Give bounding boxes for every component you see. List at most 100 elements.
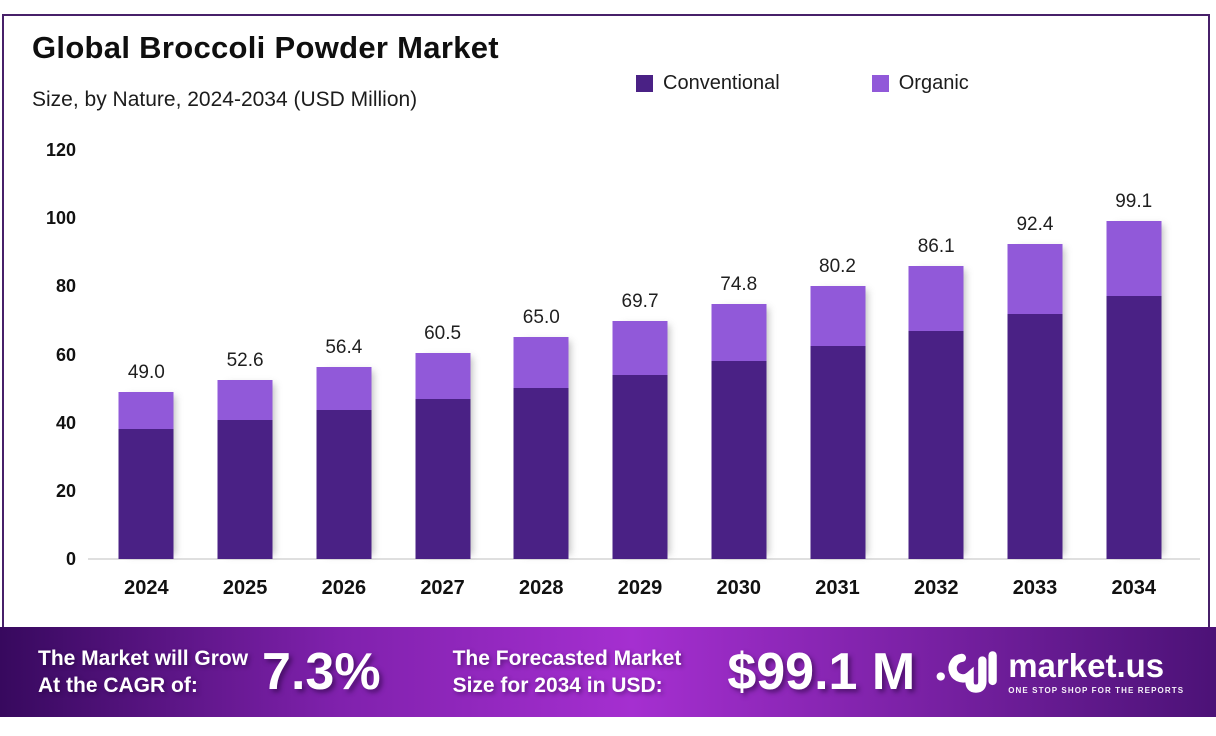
- bar-group: 52.6 2025: [196, 150, 295, 599]
- x-axis-label: 2033: [1012, 577, 1058, 599]
- stacked-bar: [711, 304, 767, 559]
- x-axis-label: 2031: [815, 577, 860, 599]
- bar-value-label: 99.1: [1115, 191, 1153, 213]
- bar-group: 65.0 2028: [492, 150, 591, 599]
- y-axis: 0 20 40 60 80 100 120: [4, 16, 76, 704]
- footer-banner: The Market will Grow At the CAGR of: 7.3…: [0, 627, 1216, 717]
- bar-group: 80.2 2031: [788, 150, 887, 599]
- x-axis-label: 2032: [913, 577, 959, 599]
- y-axis-tick: 100: [45, 208, 76, 229]
- forecast-text-line1: The Forecasted Market: [452, 646, 682, 670]
- bar-value-label: 69.7: [621, 291, 659, 313]
- stacked-bar: [612, 321, 668, 559]
- bar-group: 69.7 2029: [591, 150, 690, 599]
- brand-tagline: ONE STOP SHOP FOR THE REPORTS: [1008, 686, 1185, 695]
- forecast-text: The Forecasted Market Size for 2034 in U…: [453, 645, 682, 700]
- bar-group: 60.5 2027: [393, 150, 492, 599]
- bar-segment-organic: [316, 366, 372, 410]
- marketus-logo-icon: [936, 651, 997, 693]
- cagr-text: The Market will Grow At the CAGR of:: [38, 645, 248, 700]
- chart-legend: Conventional Organic: [636, 72, 969, 95]
- bar-value-label: 92.4: [1016, 214, 1054, 236]
- bar-value-label: 52.6: [226, 349, 264, 371]
- bar-group: 86.1 2032: [887, 150, 986, 599]
- bar-segment-conventional: [513, 387, 569, 559]
- bar-value-label: 86.1: [917, 235, 955, 257]
- bar-segment-conventional: [612, 374, 668, 559]
- bar-value-label: 74.8: [720, 274, 758, 296]
- legend-label: Organic: [898, 72, 969, 94]
- bar-value-label: 56.4: [325, 336, 363, 358]
- bar-segment-conventional: [316, 409, 372, 559]
- legend-item-conventional: Conventional: [636, 72, 780, 95]
- bar-segment-organic: [217, 379, 273, 420]
- bar-segment-organic: [118, 392, 174, 430]
- bar-segment-conventional: [118, 429, 174, 559]
- bar-segment-conventional: [1007, 313, 1063, 559]
- stacked-bar: [118, 392, 174, 559]
- bar-group: 49.0 2024: [97, 150, 196, 599]
- cagr-text-line1: The Market will Grow: [38, 646, 249, 670]
- stacked-bar: [908, 265, 964, 559]
- brand-text: market.us ONE STOP SHOP FOR THE REPORTS: [1008, 649, 1184, 695]
- x-axis-label: 2025: [222, 577, 268, 599]
- stacked-bar: [513, 337, 569, 559]
- bar-group: 56.4 2026: [294, 150, 393, 599]
- forecast-text-line2: Size for 2034 in USD:: [452, 674, 663, 697]
- plot-area: 49.0 2024 52.6 2025 56.4 2026 60.5 2027 65.0 2028…: [97, 150, 1183, 599]
- x-axis-label: 2029: [617, 577, 663, 599]
- page-title: Global Broccoli Powder Market: [32, 30, 499, 65]
- stacked-bar: [810, 285, 865, 559]
- stacked-bar: [217, 379, 273, 559]
- brand-name: market.us: [1008, 647, 1165, 684]
- bar-segment-conventional: [908, 330, 964, 559]
- bar-segment-conventional: [1106, 295, 1162, 559]
- stacked-bar: [415, 352, 471, 559]
- x-axis-label: 2027: [420, 577, 465, 599]
- x-axis-label: 2026: [321, 577, 367, 599]
- bar-value-label: 49.0: [127, 362, 165, 383]
- x-axis-label: 2030: [716, 577, 762, 599]
- legend-label: Conventional: [663, 72, 780, 94]
- legend-swatch-icon: [871, 75, 889, 92]
- bar-value-label: 80.2: [819, 255, 856, 277]
- y-axis-tick: 40: [55, 412, 76, 433]
- chart-subtitle: Size, by Nature, 2024-2034 (USD Million): [32, 88, 418, 111]
- bar-segment-conventional: [217, 419, 273, 559]
- forecast-value: $99.1 M: [727, 643, 916, 701]
- bar-group: 74.8 2030: [689, 150, 788, 599]
- bar-segment-conventional: [711, 361, 767, 559]
- y-axis-tick: 60: [55, 344, 76, 365]
- bar-segment-organic: [711, 304, 767, 362]
- cagr-value: 7.3%: [262, 643, 381, 701]
- bar-value-label: 65.0: [522, 307, 560, 329]
- bar-segment-conventional: [810, 346, 865, 559]
- bar-segment-organic: [1007, 244, 1063, 314]
- bar-segment-organic: [513, 337, 569, 388]
- cagr-text-line2: At the CAGR of:: [38, 674, 198, 697]
- y-axis-tick: 120: [45, 140, 76, 160]
- y-axis-tick: 20: [55, 480, 76, 501]
- bar-group: 92.4 2033: [986, 150, 1085, 599]
- stacked-bar: [1007, 244, 1063, 559]
- y-axis-tick: 80: [55, 276, 76, 297]
- bar-segment-organic: [810, 285, 865, 347]
- x-axis-label: 2024: [124, 577, 169, 599]
- x-axis-label: 2034: [1111, 577, 1156, 599]
- chart-card: Global Broccoli Powder Market Size, by N…: [2, 14, 1210, 706]
- bar-segment-conventional: [415, 399, 471, 559]
- x-axis-label: 2028: [519, 577, 564, 599]
- x-axis-line: [88, 558, 1200, 560]
- legend-swatch-icon: [636, 75, 653, 92]
- bar-group: 99.1 2034: [1084, 150, 1183, 599]
- bar-segment-organic: [1106, 221, 1162, 296]
- legend-item-organic: Organic: [871, 72, 969, 95]
- bar-segment-organic: [415, 352, 471, 400]
- y-axis-tick: 0: [65, 549, 76, 569]
- stacked-bar: [316, 366, 372, 559]
- bar-segment-organic: [908, 265, 964, 331]
- brand-logo[interactable]: market.us ONE STOP SHOP FOR THE REPORTS: [935, 644, 1184, 700]
- bar-value-label: 60.5: [424, 322, 462, 344]
- stacked-bar: [1106, 221, 1162, 559]
